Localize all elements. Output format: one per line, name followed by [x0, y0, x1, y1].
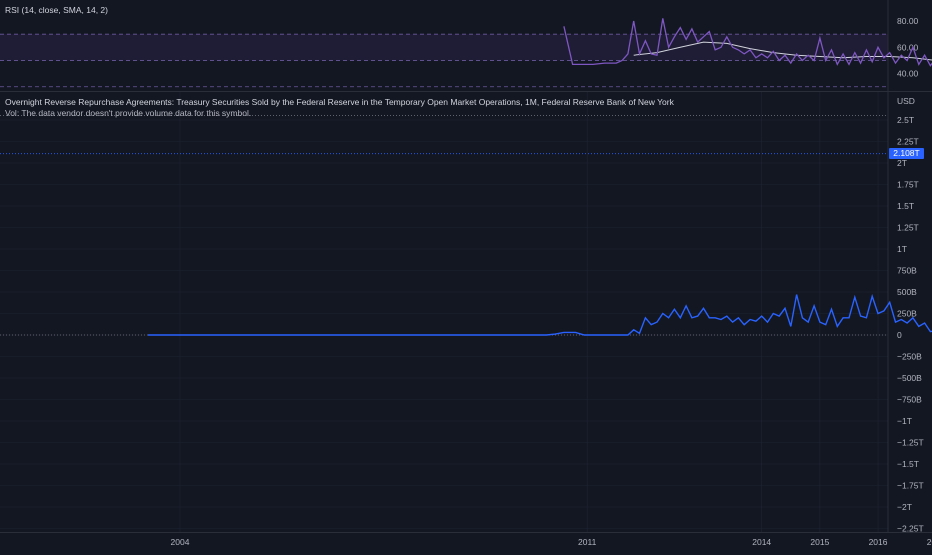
price-tick-label: 2.25T	[897, 137, 919, 147]
rsi-tick-label: 80.00	[897, 16, 919, 26]
price-tick-label: 2T	[897, 158, 907, 168]
price-tick-label: 2.5T	[897, 115, 914, 125]
price-tick-label: 1T	[897, 244, 907, 254]
rsi-line	[563, 18, 932, 67]
price-tick-label: −250B	[897, 352, 922, 362]
rsi-pane[interactable]: 80.00 60.00 40.00 RSI (14, close, SMA, 14,…	[0, 0, 932, 92]
price-tick-label: 1.75T	[897, 180, 919, 190]
time-axis-svg[interactable]: 2004201120142015201620172018201920202021…	[0, 532, 932, 550]
rsi-moving-average-line	[633, 41, 932, 61]
time-tick-label: 2004	[171, 537, 190, 547]
rsi-band	[0, 34, 888, 61]
rsi-chart[interactable]: 80.00 60.00 40.00	[0, 0, 932, 92]
time-tick-label: 2017	[927, 537, 932, 547]
currency-label[interactable]: USD	[897, 96, 915, 106]
last-value-tag: 2.108T	[889, 148, 924, 160]
price-tick-label: −2.25T	[897, 524, 924, 533]
time-tick-label: 2016	[869, 537, 888, 547]
price-tick-label: −750B	[897, 395, 922, 405]
time-tick-label: 2015	[810, 537, 829, 547]
rsi-tick-label: 40.00	[897, 69, 919, 79]
price-tick-label: 750B	[897, 266, 917, 276]
price-tick-label: −2T	[897, 502, 912, 512]
price-tick-label: 0	[897, 330, 902, 340]
time-axis[interactable]: 2004201120142015201620172018201920202021…	[0, 532, 932, 550]
price-chart[interactable]: 2.5T 2.25T 2T 1.75T 1.5T 1.25T 1T 750B 500B 250B 0…	[0, 92, 932, 534]
price-tick-label: 250B	[897, 309, 917, 319]
time-tick-label: 2011	[578, 537, 597, 547]
volume-note: Vol: The data vendor doesn't provide vol…	[5, 108, 252, 118]
rsi-legend-title[interactable]: RSI (14, close, SMA, 14, 2)	[5, 5, 108, 15]
price-tick-label: −1T	[897, 416, 912, 426]
price-tick-label: 500B	[897, 287, 917, 297]
price-pane[interactable]: 2.5T 2.25T 2T 1.75T 1.5T 1.25T 1T 750B 500B 250B 0…	[0, 92, 932, 534]
price-line	[148, 293, 932, 336]
price-tick-label: −1.5T	[897, 459, 919, 469]
price-tick-label: 1.5T	[897, 201, 914, 211]
time-tick-label: 2014	[752, 537, 771, 547]
series-legend-title[interactable]: Overnight Reverse Repurchase Agreements:…	[5, 97, 674, 107]
rsi-tick-label: 60.00	[897, 42, 919, 52]
price-tick-label: −500B	[897, 373, 922, 383]
price-tick-label: 1.25T	[897, 223, 919, 233]
price-tick-label: −1.25T	[897, 438, 924, 448]
price-tick-label: −1.75T	[897, 481, 924, 491]
